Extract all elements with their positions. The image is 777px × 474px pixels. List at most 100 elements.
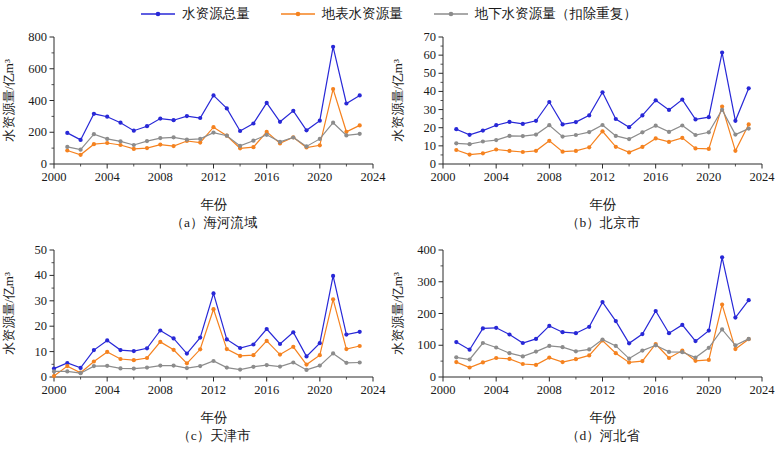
data-point-marker	[225, 337, 229, 341]
data-point-marker	[494, 345, 498, 349]
series-地下水资源量（扣除重复）	[454, 108, 751, 147]
data-point-marker	[667, 140, 671, 144]
data-point-marker	[92, 142, 96, 146]
data-point-marker	[105, 115, 109, 119]
data-point-marker	[265, 363, 269, 367]
data-point-marker	[507, 149, 511, 153]
data-point-marker	[291, 360, 295, 364]
data-point-marker	[318, 137, 322, 141]
data-point-marker	[640, 349, 644, 353]
data-point-marker	[172, 118, 176, 122]
data-point-marker	[358, 344, 362, 348]
data-point-marker	[627, 357, 631, 361]
data-point-marker	[304, 144, 308, 148]
data-point-marker	[707, 358, 711, 362]
data-point-marker	[278, 365, 282, 369]
data-point-marker	[105, 350, 109, 354]
data-point-marker	[667, 108, 671, 112]
x-tick-label: 2004	[484, 170, 510, 184]
data-point-marker	[318, 143, 322, 147]
data-point-marker	[132, 349, 136, 353]
chart-grid: 2000200420082012201620202024020040060080…	[0, 26, 777, 450]
data-point-marker	[211, 125, 215, 129]
data-point-marker	[304, 128, 308, 132]
data-point-marker	[198, 137, 202, 141]
data-point-marker	[278, 140, 282, 144]
y-tick-label: 20	[35, 319, 48, 333]
data-point-marker	[158, 136, 162, 140]
data-point-marker	[344, 361, 348, 365]
data-point-marker	[118, 121, 122, 125]
x-tick-label: 2008	[537, 170, 562, 184]
y-tick-label: 800	[28, 30, 47, 44]
x-axis: 2000200420082012201620202024	[431, 377, 776, 397]
x-tick-label: 2012	[590, 383, 615, 397]
y-axis: 010203040506070	[424, 30, 444, 171]
x-tick-label: 2008	[537, 383, 562, 397]
data-point-marker	[344, 333, 348, 337]
data-point-marker	[494, 147, 498, 151]
data-point-marker	[172, 336, 176, 340]
data-point-marker	[251, 342, 255, 346]
data-point-marker	[747, 127, 751, 131]
x-tick-label: 2016	[254, 170, 279, 184]
data-point-marker	[574, 133, 578, 137]
data-point-marker	[534, 119, 538, 123]
y-axis: 01020304050	[35, 243, 55, 384]
data-point-marker	[640, 359, 644, 363]
data-point-marker	[707, 130, 711, 134]
series-line	[67, 89, 359, 155]
data-point-marker	[747, 298, 751, 302]
x-tick-label: 2000	[431, 383, 456, 397]
data-point-marker	[587, 130, 591, 134]
data-point-marker	[291, 330, 295, 334]
data-point-marker	[172, 348, 176, 352]
data-point-marker	[225, 366, 229, 370]
data-point-marker	[600, 337, 604, 341]
data-point-marker	[627, 150, 631, 154]
data-point-marker	[507, 134, 511, 138]
data-point-marker	[79, 366, 83, 370]
data-point-marker	[318, 353, 322, 357]
data-point-marker	[468, 357, 472, 361]
data-point-marker	[172, 135, 176, 139]
x-tick-label: 2020	[696, 383, 721, 397]
x-axis: 2000200420082012201620202024	[42, 377, 387, 397]
data-point-marker	[547, 324, 551, 328]
y-tick-label: 200	[28, 125, 47, 139]
data-point-marker	[304, 363, 308, 367]
data-point-marker	[747, 122, 751, 126]
data-point-marker	[92, 348, 96, 352]
data-point-marker	[65, 148, 69, 152]
data-point-marker	[720, 255, 724, 259]
data-point-marker	[481, 326, 485, 330]
data-point-marker	[614, 351, 618, 355]
data-point-marker	[185, 352, 189, 356]
data-point-marker	[132, 147, 136, 151]
water-resources-figure: 水资源总量 地表水资源量 地下水资源量（扣除重复） 20002004200820…	[0, 0, 777, 474]
data-point-marker	[65, 369, 69, 373]
data-point-marker	[132, 358, 136, 362]
y-tick-label: 50	[424, 66, 437, 80]
y-tick-label: 0	[41, 157, 47, 171]
data-point-marker	[145, 124, 149, 128]
data-point-marker	[521, 122, 525, 126]
data-point-marker	[614, 117, 618, 121]
data-point-marker	[614, 344, 618, 348]
data-point-marker	[468, 133, 472, 137]
data-point-marker	[118, 348, 122, 352]
y-tick-label: 70	[424, 30, 437, 44]
data-point-marker	[172, 144, 176, 148]
data-point-marker	[534, 149, 538, 153]
data-point-marker	[304, 368, 308, 372]
x-tick-label: 2004	[484, 383, 510, 397]
data-point-marker	[481, 129, 485, 133]
data-point-marker	[145, 139, 149, 143]
data-point-marker	[693, 117, 697, 121]
data-point-marker	[225, 347, 229, 351]
data-point-marker	[707, 147, 711, 151]
data-point-marker	[733, 119, 737, 123]
data-point-marker	[707, 346, 711, 350]
data-point-marker	[574, 149, 578, 153]
series-line	[54, 353, 360, 373]
